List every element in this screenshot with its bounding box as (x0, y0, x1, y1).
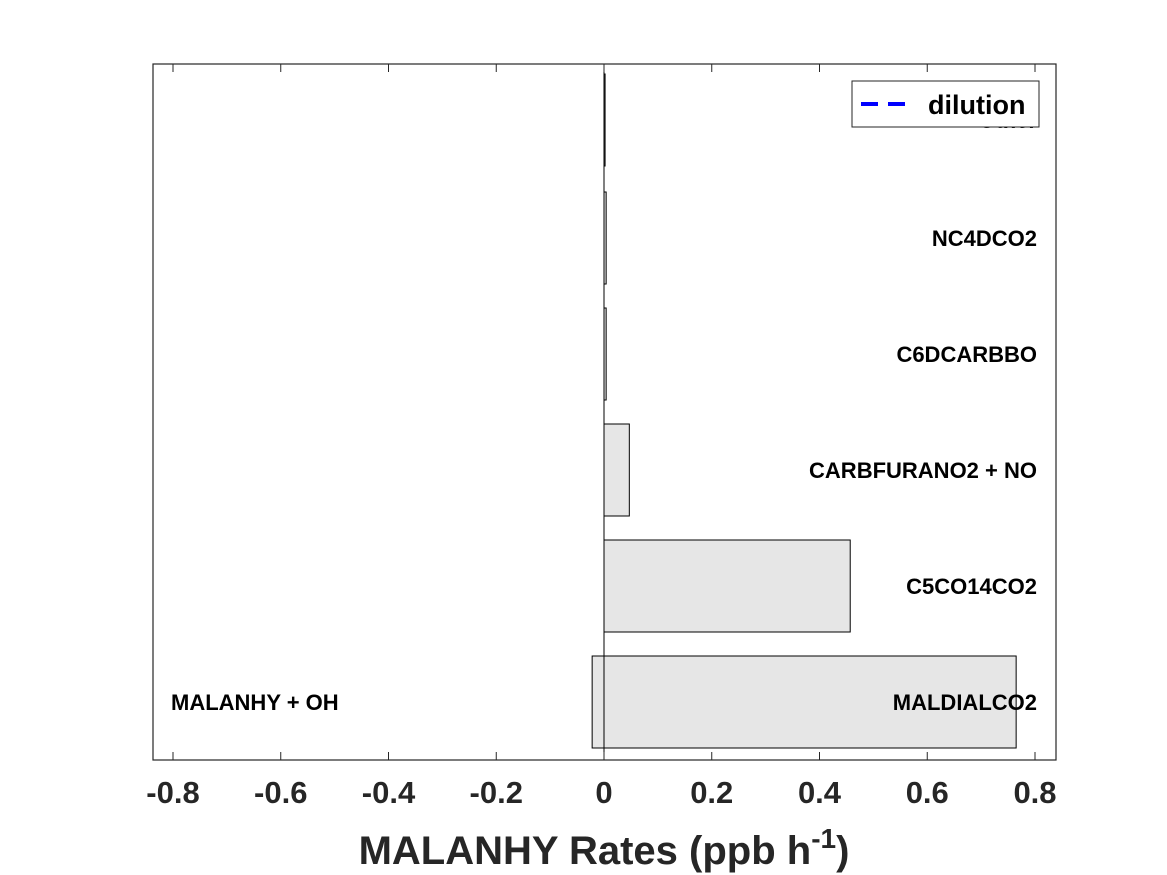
bar-positive (603, 655, 1017, 749)
legend-dilution-label: dilution (928, 90, 1025, 120)
x-tick-label: 0.2 (690, 775, 733, 810)
x-tick-label: 0.4 (798, 775, 842, 810)
x-tick-label: -0.2 (470, 775, 523, 810)
x-tick-label: 0 (595, 775, 612, 810)
bars-layer (591, 73, 1017, 749)
x-tick-label: 0.8 (1013, 775, 1056, 810)
bar-label: MALDIALCO2 (893, 690, 1037, 715)
bar-negative (591, 655, 605, 749)
bar-label: CARBFURANO2 + NO (809, 458, 1037, 483)
bar-label: NC4DCO2 (932, 226, 1037, 251)
bar-labels-layer: OtherNC4DCO2C6DCARBBOCARBFURANO2 + NOC5C… (171, 108, 1037, 715)
x-axis-label-exponent: -1 (811, 823, 836, 854)
x-tick-label: -0.8 (146, 775, 199, 810)
x-axis-label-close: ) (836, 829, 849, 873)
ticks-layer: -0.8 -0.6 -0.4 -0.2 0 0.2 0.4 0.6 0.8 (146, 64, 1057, 810)
x-tick-label: 0.6 (906, 775, 949, 810)
legend: dilution (851, 80, 1040, 128)
plot-area: OtherNC4DCO2C6DCARBBOCARBFURANO2 + NOC5C… (146, 63, 1057, 810)
x-tick-label: -0.6 (254, 775, 307, 810)
x-axis-label: MALANHY Rates (ppb h-1) (359, 823, 850, 873)
legend-box (851, 80, 1040, 128)
x-tick-label: -0.4 (362, 775, 416, 810)
x-axis-label-main: MALANHY Rates (ppb h (359, 829, 812, 873)
bar-left-label: MALANHY + OH (171, 690, 339, 715)
bar-positive (603, 539, 851, 633)
bar-label: C6DCARBBO (896, 342, 1037, 367)
bar-positive (603, 423, 630, 517)
bar-label: C5CO14CO2 (906, 574, 1037, 599)
